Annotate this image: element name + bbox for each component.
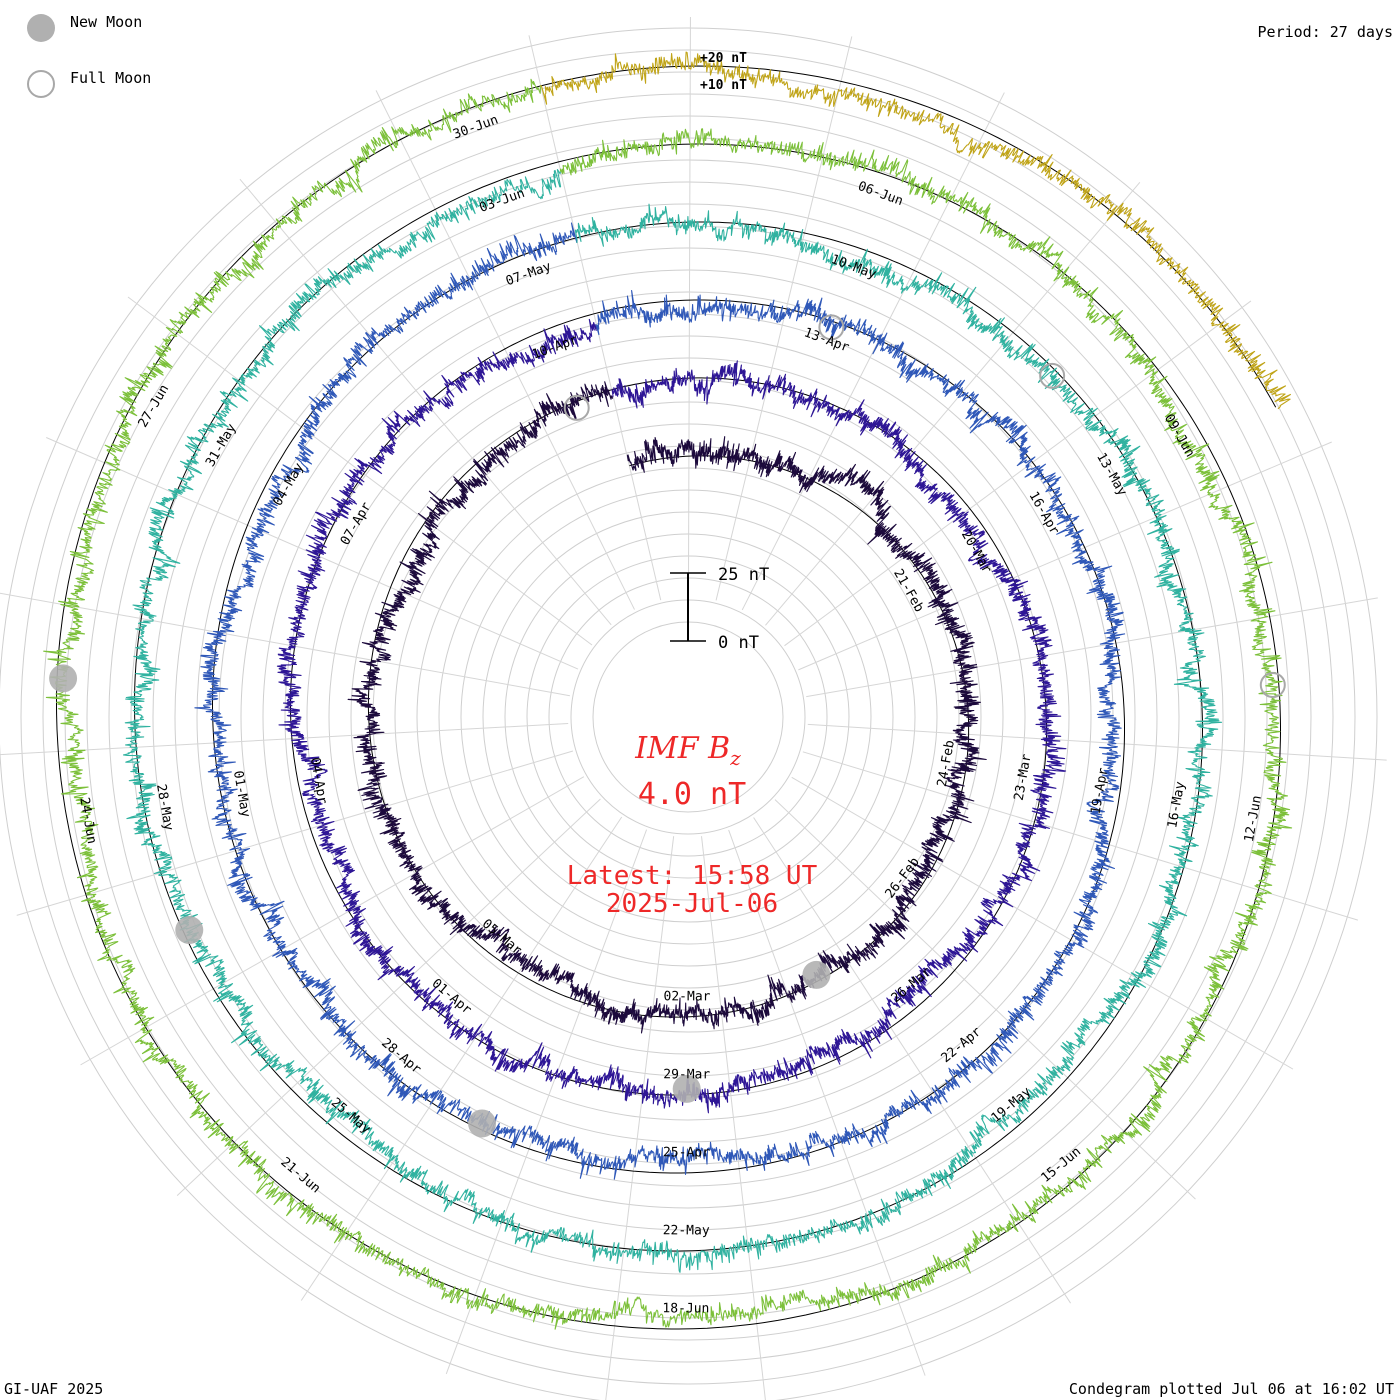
full-moon-marker [818, 314, 845, 341]
date-label: 07-May [504, 259, 553, 289]
date-label: 06-Jun [856, 179, 905, 209]
full-moon-legend-label: Full Moon [70, 69, 152, 87]
grid-ring [306, 335, 1070, 1099]
date-label: 15-Jun [1038, 1144, 1084, 1186]
grid-spoke [176, 798, 601, 1196]
series-line-rotation-4 [122, 169, 1223, 1273]
date-label: 23-Mar [1012, 753, 1035, 802]
grid-ring [108, 137, 1268, 1297]
grid-spoke [807, 723, 1387, 761]
grid-spoke [445, 829, 648, 1375]
new-moon-marker [175, 916, 204, 945]
grid-spoke [765, 182, 1141, 626]
date-label: 31-May [203, 421, 240, 469]
grid-ring [504, 533, 872, 901]
grid-spoke [806, 597, 1378, 698]
scale-bar-top-label: 25 nT [718, 565, 769, 585]
grid-spoke [0, 592, 570, 697]
new-moon-marker [802, 960, 831, 989]
date-label: 12-Jun [1242, 794, 1265, 843]
grid-spoke [528, 35, 662, 601]
grid-spoke [16, 750, 574, 916]
date-label: 25-Apr [663, 1145, 710, 1160]
ring-label-outer: +20 nT [700, 51, 747, 66]
new-moon-marker [49, 664, 78, 693]
series-line-rotation-2 [276, 318, 1067, 1114]
ring-scale-labels: +20 nT +10 nT [700, 51, 747, 93]
date-label: 28-May [153, 783, 176, 832]
grid-ring [174, 203, 1202, 1231]
grid-spoke [753, 817, 1072, 1304]
new-moon-legend-label: New Moon [70, 13, 143, 31]
grid-spoke [375, 90, 635, 610]
scale-bar-bottom-label: 0 nT [718, 633, 759, 653]
grid-spoke [300, 816, 623, 1301]
moon-markers [49, 314, 1286, 1138]
grid-spoke [0, 723, 569, 756]
full-moon-marker [1039, 362, 1066, 389]
grid-ring [372, 401, 1004, 1033]
quantity-title: IMF Bz [634, 731, 741, 770]
grid-ring [240, 269, 1136, 1165]
quantity-main: IMF B [634, 731, 730, 766]
grid-spoke [791, 776, 1294, 1070]
latest-date: 2025-Jul-06 [606, 889, 778, 919]
date-label: 02-Mar [664, 989, 711, 1004]
grid-spoke [687, 17, 691, 598]
date-label: 18-Jun [662, 1301, 709, 1316]
grid-ring [152, 181, 1224, 1253]
grid-ring [64, 93, 1312, 1341]
full-moon-marker [563, 394, 590, 421]
grid-ring [460, 489, 916, 945]
full-moon-legend-icon [27, 70, 55, 98]
series-line-rotation-5 [43, 78, 1293, 1330]
date-label: 19-May [989, 1084, 1035, 1126]
new-moon-legend-icon [27, 14, 55, 42]
grid-spoke [741, 92, 1005, 611]
quantity-subscript: z [729, 746, 741, 770]
baseline-spiral [56, 65, 1281, 1330]
period-label: Period: 27 days [1257, 23, 1393, 41]
grid-spoke [774, 799, 1196, 1200]
date-label: 22-May [663, 1223, 710, 1238]
baseline-spiral-path [56, 65, 1281, 1330]
grid-ring [20, 49, 1356, 1385]
latest-time: Latest: 15:58 UT [567, 861, 818, 891]
grid-spoke [239, 178, 612, 626]
grid-ring [130, 159, 1246, 1275]
grid-ring [438, 467, 938, 967]
credit-label: GI-UAF 2025 [4, 1380, 104, 1398]
grid-ring [482, 511, 894, 923]
new-moon-marker [468, 1109, 497, 1138]
grid-ring [262, 291, 1114, 1143]
series-line-rotation-6 [539, 51, 1291, 410]
new-moon-marker [672, 1074, 701, 1103]
center-readout: IMF Bz 4.0 nT Latest: 15:58 UT 2025-Jul-… [567, 731, 818, 919]
full-moon-marker [1259, 671, 1286, 698]
grid-ring [350, 379, 1026, 1055]
date-label: 01-Apr [429, 976, 475, 1018]
grid-spoke [728, 829, 926, 1376]
grid-ring [218, 247, 1158, 1187]
grid-ring [328, 357, 1048, 1077]
series-line-rotation-1 [347, 381, 987, 1034]
grid-ring [86, 115, 1290, 1319]
series-line-rotation-3 [194, 222, 1126, 1180]
current-value: 4.0 nT [638, 777, 746, 812]
grid-ring [0, 27, 1378, 1400]
date-label: 30-Jun [451, 112, 500, 142]
plotted-timestamp: Condegram plotted Jul 06 at 16:02 UT [1068, 1380, 1394, 1398]
ring-label-inner: +10 nT [700, 78, 747, 93]
date-label: 01-May [230, 770, 253, 819]
bz-series-group [43, 51, 1293, 1330]
grid-spoke [798, 441, 1332, 671]
grid-spoke [784, 300, 1252, 647]
grid-ring [42, 71, 1334, 1363]
grid-spoke [80, 776, 585, 1066]
date-label: 29-Mar [663, 1067, 710, 1082]
scale-bar: 25 nT 0 nT [670, 565, 769, 653]
grid-ring [526, 555, 850, 879]
